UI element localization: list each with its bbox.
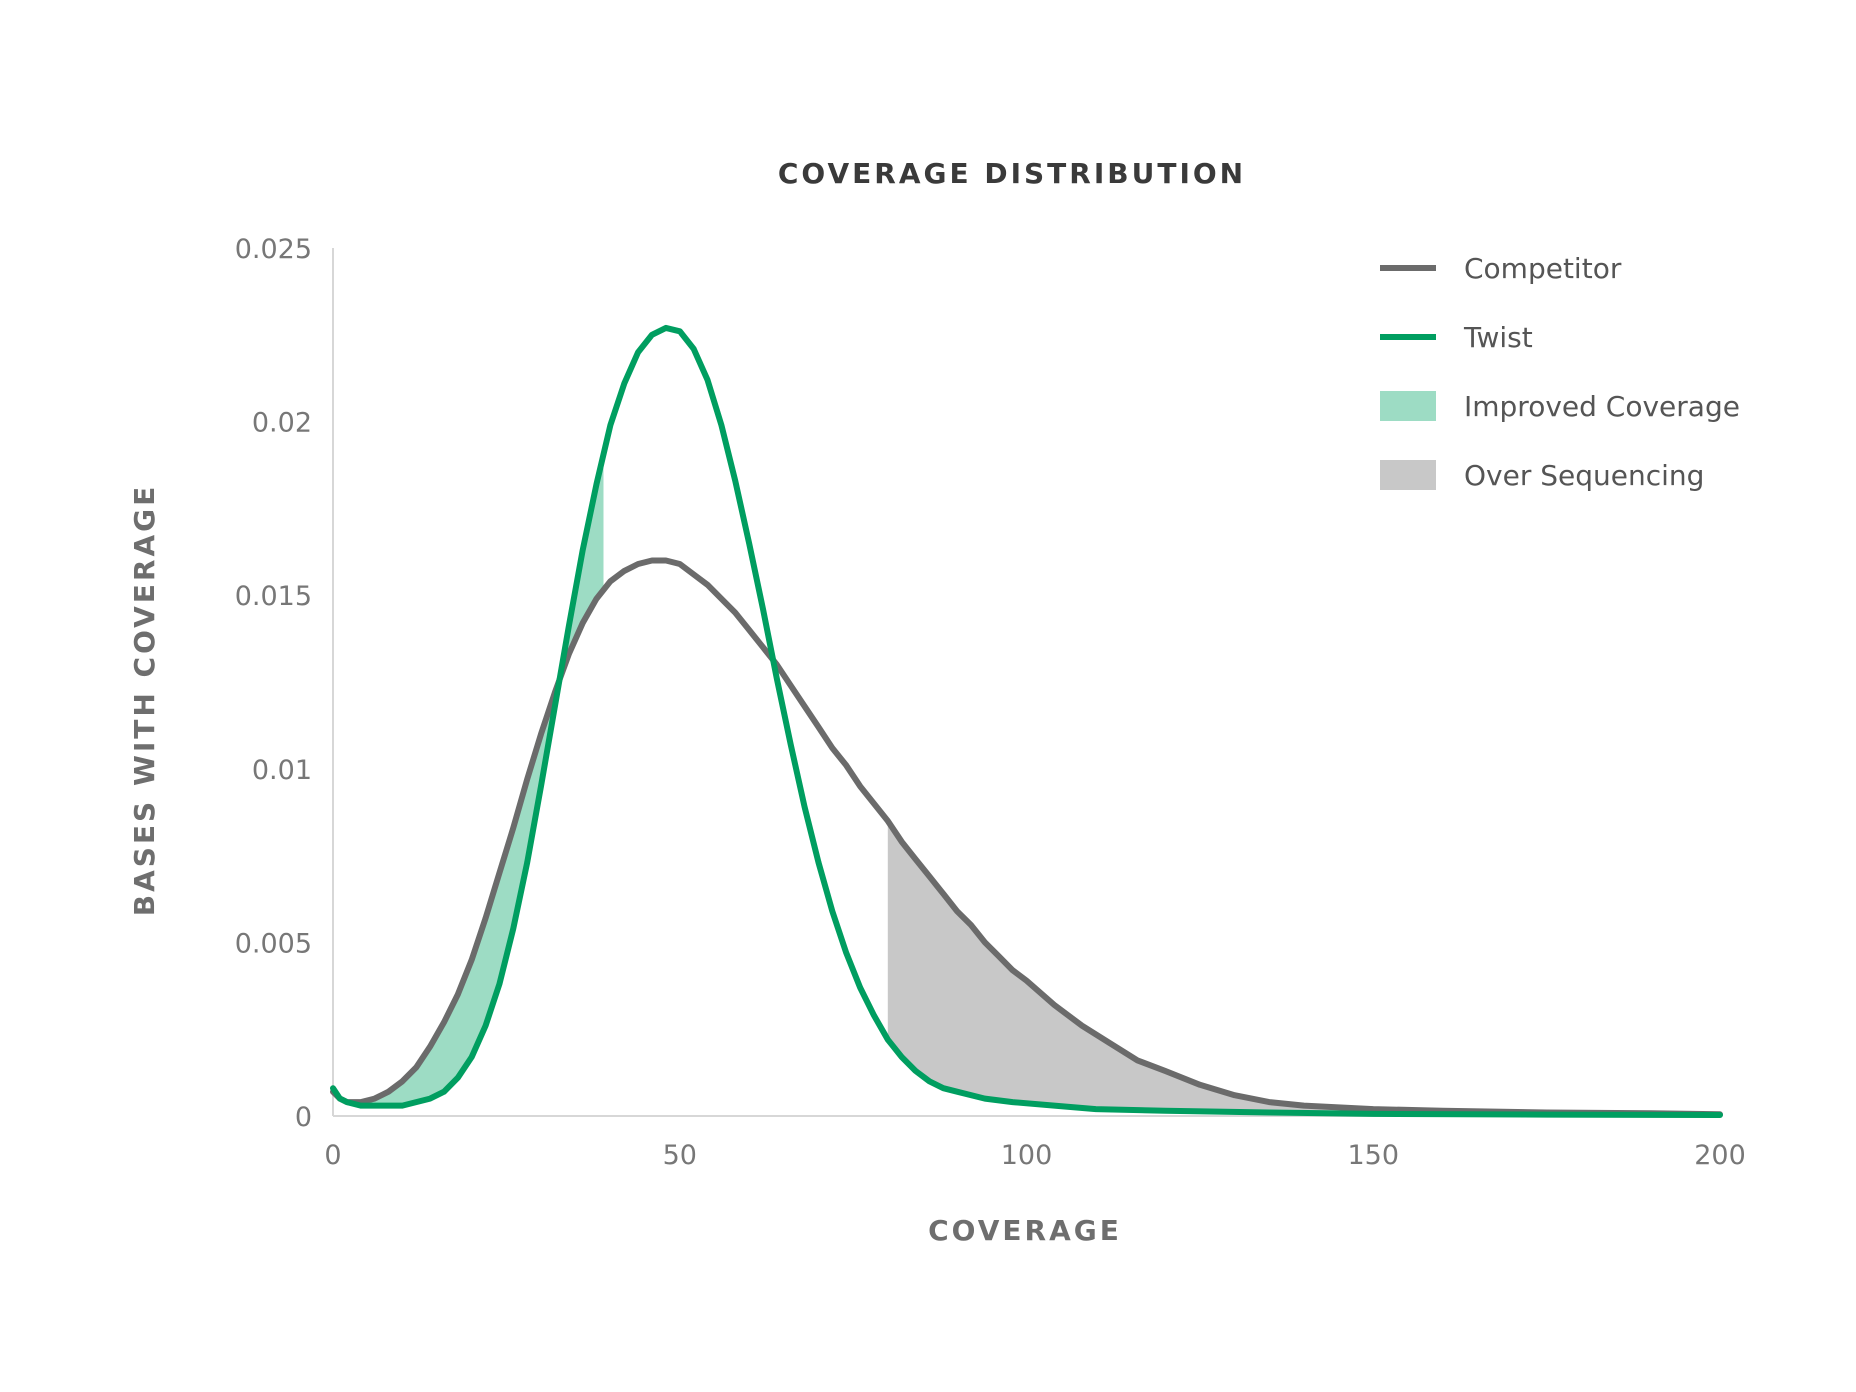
y-tick-label: 0.005 <box>235 928 312 959</box>
x-tick-label: 150 <box>1347 1140 1399 1171</box>
legend-item-twist: Twist <box>1380 321 1533 354</box>
chart-title: COVERAGE DISTRIBUTION <box>778 157 1246 190</box>
over-sequencing-area <box>887 820 1720 1115</box>
twist-line <box>330 324 1723 1118</box>
legend-item-improved-coverage: Improved Coverage <box>1380 390 1740 423</box>
series-lines <box>330 324 1723 1118</box>
legend-item-competitor: Competitor <box>1380 252 1622 285</box>
area-fills <box>367 454 1720 1115</box>
legend-label: Competitor <box>1464 252 1622 285</box>
y-tick-label: 0.02 <box>252 408 312 439</box>
y-tick-label: 0.025 <box>235 234 312 265</box>
improved-coverage-area <box>367 454 604 1106</box>
y-axis-title: BASES WITH COVERAGE <box>128 484 161 917</box>
legend-label: Twist <box>1463 321 1533 354</box>
legend: Competitor Twist Improved Coverage Over Seq… <box>1380 252 1740 492</box>
legend-label: Over Sequencing <box>1464 459 1704 492</box>
x-axis-title: COVERAGE <box>928 1214 1122 1247</box>
x-tick-label: 100 <box>1001 1140 1053 1171</box>
x-tick-label: 50 <box>663 1140 697 1171</box>
legend-label: Improved Coverage <box>1464 390 1740 423</box>
y-tick-label: 0 <box>295 1102 312 1133</box>
x-tick-label: 0 <box>324 1140 341 1171</box>
y-tick-labels: 0 0.005 0.01 0.015 0.02 0.025 <box>235 234 312 1133</box>
x-tick-label: 200 <box>1694 1140 1746 1171</box>
legend-swatch <box>1380 460 1436 490</box>
y-tick-label: 0.015 <box>235 581 312 612</box>
legend-swatch <box>1380 391 1436 421</box>
y-tick-label: 0.01 <box>252 755 312 786</box>
x-tick-labels: 0 50 100 150 200 <box>324 1140 1745 1171</box>
legend-item-over-sequencing: Over Sequencing <box>1380 459 1704 492</box>
